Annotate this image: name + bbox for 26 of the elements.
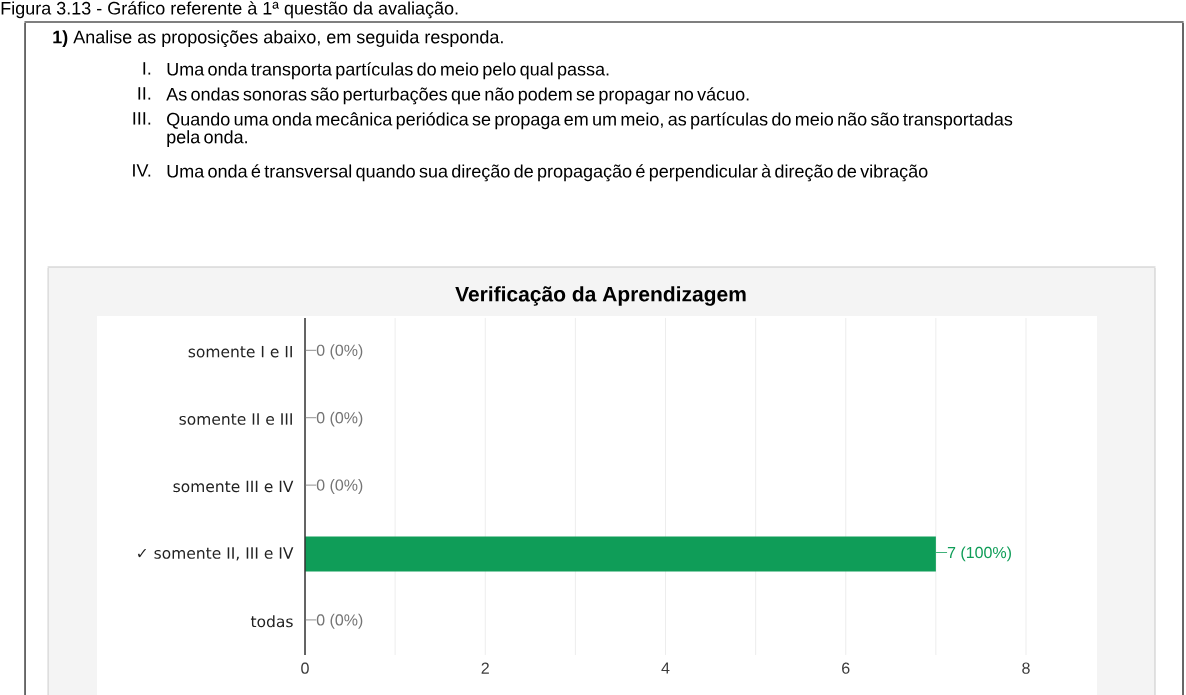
y-tick-label: todas (250, 615, 293, 628)
text: II. (138, 87, 151, 100)
text: 1) Analise as proposições abaixo, em seguida responda. (53, 30, 503, 48)
y-tick-label: somente I e II (188, 345, 292, 358)
y-tick-label: somente II e III (179, 413, 292, 425)
data-label: 0 (0%) (316, 479, 363, 494)
text: As ondas sonoras são perturbações que não podem se propagar no vácuo. (166, 87, 749, 105)
x-tick-label: 4 (661, 662, 670, 674)
text: I. (143, 62, 151, 75)
text: III. (133, 112, 151, 125)
text: IV. (133, 164, 151, 177)
x-tick-label: 2 (481, 662, 489, 674)
data-label: 0 (0%) (316, 613, 363, 629)
data-label: 0 (0%) (316, 411, 363, 427)
text: Figura 3.13 - Gráfico referente à 1ª questão da avaliação. (1, 1, 458, 19)
x-tick-label: 8 (1022, 662, 1030, 674)
data-label: 7 (100%) (947, 546, 1011, 562)
y-tick-label: ✓ somente II, III e IV (138, 547, 294, 561)
data-label: 0 (0%) (316, 344, 363, 360)
x-tick-label: 6 (842, 662, 850, 674)
x-tick-label: 0 (301, 662, 309, 674)
chart-title: Verificação da Aprendizagem (455, 286, 746, 306)
y-tick-label: somente III e IV (173, 480, 294, 493)
text: Uma onda transporta partículas do meio pelo qual passa. (167, 62, 609, 80)
text: Quando uma onda mecânica periódica se propaga em um meio, as partículas do meio não são transportadas pela onda. (167, 112, 1013, 147)
text: Uma onda é transversal quando sua direção de propagação é perpendicular à direção de vibração (167, 164, 928, 182)
